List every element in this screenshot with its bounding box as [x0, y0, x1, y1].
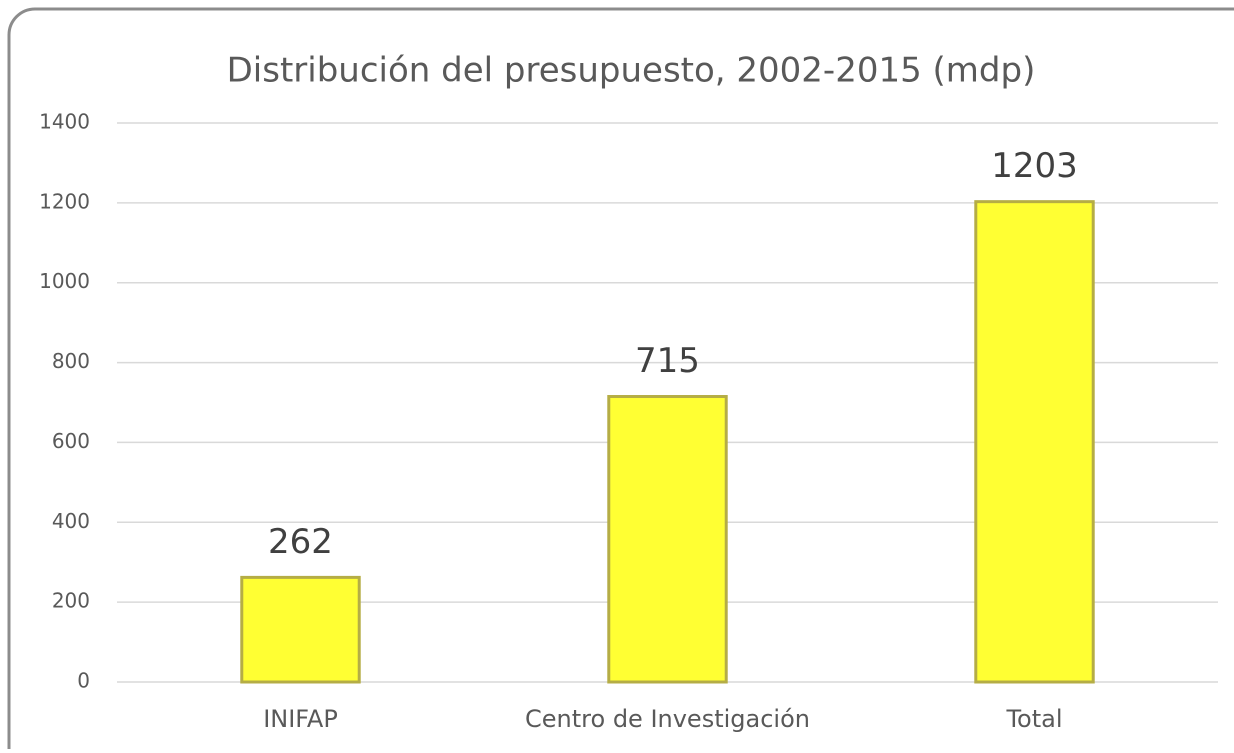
x-tick-label: Total — [1005, 705, 1062, 733]
y-tick-label: 1000 — [39, 269, 90, 293]
chart-title: Distribución del presupuesto, 2002-2015 … — [227, 51, 1036, 91]
data-label: 262 — [268, 522, 333, 562]
y-tick-label: 1400 — [39, 110, 90, 134]
bar — [607, 395, 728, 684]
x-tick-label: INIFAP — [263, 705, 338, 733]
y-tick-label: 400 — [52, 509, 90, 533]
y-tick-label: 1200 — [39, 189, 90, 213]
bar — [240, 575, 361, 684]
x-tick-label: Centro de Investigación — [525, 705, 810, 733]
data-label: 715 — [635, 341, 700, 381]
y-tick-label: 800 — [52, 349, 90, 373]
y-tick-label: 0 — [77, 669, 90, 693]
chart-frame — [7, 7, 1234, 753]
bar — [974, 200, 1095, 684]
data-label: 1203 — [991, 146, 1078, 186]
y-tick-label: 200 — [52, 589, 90, 613]
y-tick-label: 600 — [52, 429, 90, 453]
